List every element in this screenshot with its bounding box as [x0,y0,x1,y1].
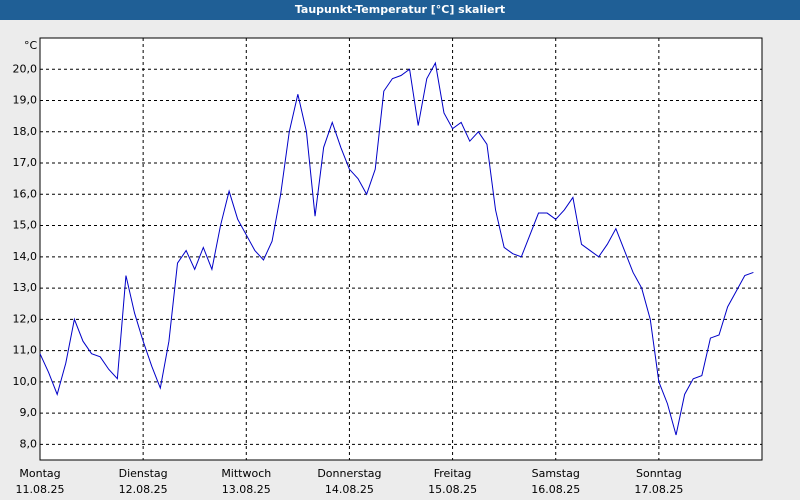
plot-area [39,37,763,461]
title-bar [0,0,800,20]
y-tick-label: 18,0 [13,125,38,138]
y-tick-label: 13,0 [13,281,38,294]
x-date-label: 14.08.25 [325,483,374,496]
x-date-label: 12.08.25 [119,483,168,496]
y-tick-label: 12,0 [13,312,38,325]
x-tick-label: Mittwoch [221,467,271,480]
x-date-label: 15.08.25 [428,483,477,496]
y-tick-label: 19,0 [13,94,38,107]
x-date-label: 13.08.25 [222,483,271,496]
y-tick-label: 11,0 [13,344,38,357]
x-date-label: 16.08.25 [531,483,580,496]
y-tick-label: 9,0 [20,406,38,419]
x-tick-label: Donnerstag [317,467,381,480]
x-tick-label: Freitag [434,467,472,480]
chart-title: Taupunkt-Temperatur [°C] skaliert [295,3,505,16]
unit-label: °C [24,39,38,52]
x-date-label: 11.08.25 [16,483,65,496]
y-tick-label: 15,0 [13,219,38,232]
line-series [39,61,754,436]
x-tick-label: Dienstag [119,467,168,480]
y-tick-label: 20,0 [13,62,38,75]
x-tick-label: Montag [19,467,60,480]
x-tick-label: Samstag [532,467,580,480]
x-date-label: 17.08.25 [634,483,683,496]
y-tick-label: 16,0 [13,187,38,200]
x-tick-label: Sonntag [636,467,682,480]
y-tick-label: 14,0 [13,250,38,263]
y-tick-label: 10,0 [13,375,38,388]
y-tick-label: 8,0 [20,437,38,450]
y-tick-label: 17,0 [13,156,38,169]
